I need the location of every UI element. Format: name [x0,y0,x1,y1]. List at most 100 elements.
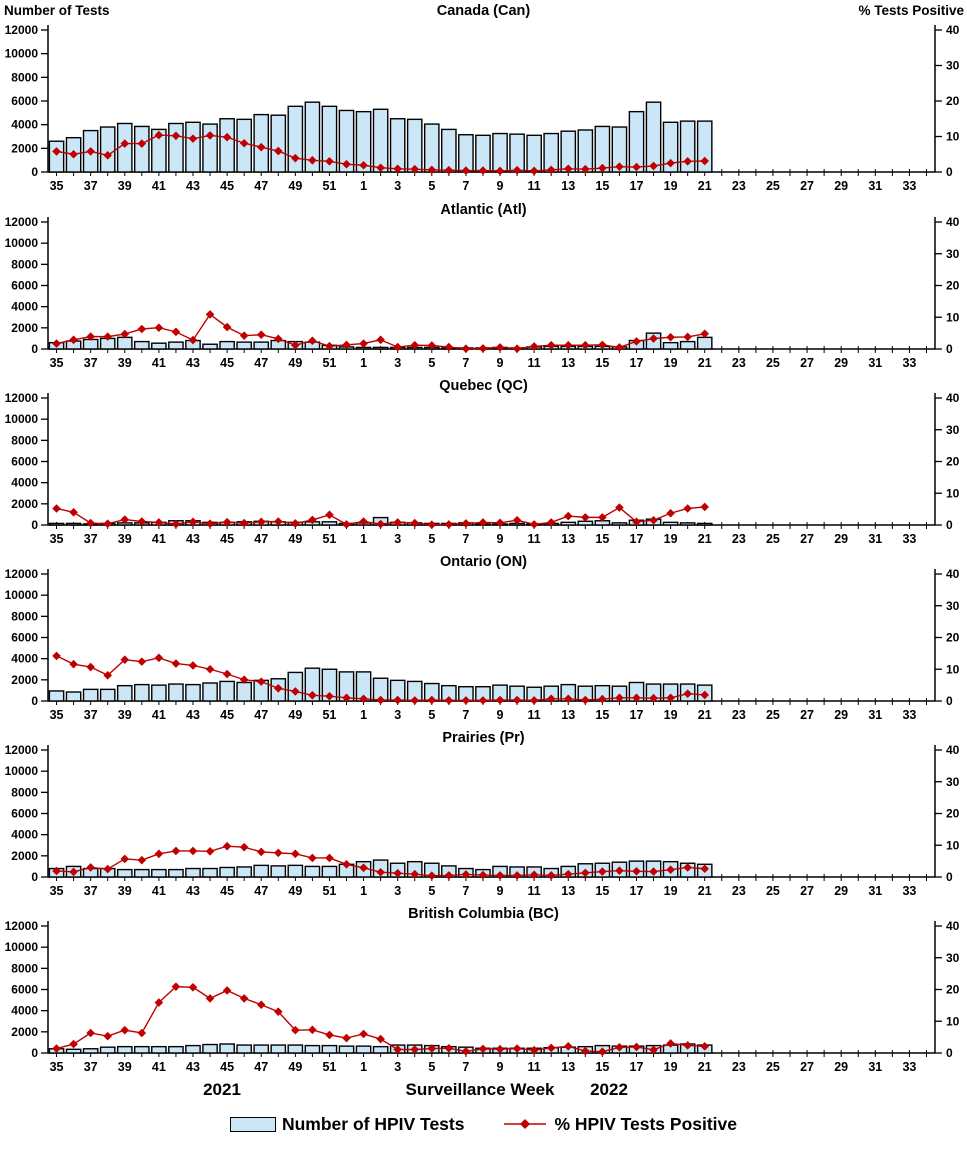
svg-text:40: 40 [946,215,960,229]
svg-text:25: 25 [766,532,780,546]
svg-text:20: 20 [946,631,960,645]
svg-text:0: 0 [946,518,953,532]
svg-text:31: 31 [868,884,882,898]
svg-text:11: 11 [528,532,541,546]
svg-text:49: 49 [288,1060,302,1074]
svg-text:21: 21 [698,356,712,370]
svg-text:23: 23 [732,708,746,722]
svg-text:0: 0 [31,342,38,356]
svg-text:10: 10 [946,662,960,676]
x-axis-title: Surveillance Week [405,1080,555,1099]
svg-text:11: 11 [528,884,541,898]
svg-text:49: 49 [288,884,302,898]
legend: Number of HPIV Tests % HPIV Tests Positi… [0,1106,967,1142]
svg-text:27: 27 [800,884,814,898]
svg-text:5: 5 [428,532,435,546]
svg-text:41: 41 [152,179,166,193]
svg-text:39: 39 [118,179,132,193]
svg-text:1: 1 [360,884,367,898]
svg-text:3: 3 [394,708,401,722]
svg-text:12000: 12000 [5,215,39,229]
svg-text:0: 0 [31,1046,38,1060]
svg-text:9: 9 [497,708,504,722]
svg-text:10000: 10000 [5,940,39,954]
svg-text:5: 5 [428,708,435,722]
svg-text:1: 1 [360,356,367,370]
svg-text:43: 43 [186,1060,200,1074]
svg-text:37: 37 [84,1060,98,1074]
svg-text:49: 49 [288,179,302,193]
svg-text:1: 1 [360,1060,367,1074]
svg-text:3: 3 [394,1060,401,1074]
legend-item-tests: Number of HPIV Tests [229,1114,464,1135]
svg-text:10000: 10000 [5,412,39,426]
svg-text:9: 9 [497,179,504,193]
svg-text:10000: 10000 [5,764,39,778]
svg-text:0: 0 [946,870,953,884]
svg-text:33: 33 [902,179,916,193]
svg-text:17: 17 [630,1060,644,1074]
svg-text:0: 0 [31,694,38,708]
svg-text:45: 45 [220,532,234,546]
svg-text:43: 43 [186,884,200,898]
svg-text:13: 13 [561,179,575,193]
svg-text:15: 15 [595,884,609,898]
svg-text:19: 19 [664,708,678,722]
svg-text:23: 23 [732,179,746,193]
svg-text:41: 41 [152,708,166,722]
svg-text:5: 5 [428,884,435,898]
legend-item-pct: % HPIV Tests Positive [502,1114,737,1135]
svg-text:10000: 10000 [5,47,39,61]
svg-text:21: 21 [698,1060,712,1074]
svg-text:6000: 6000 [11,279,38,293]
svg-text:17: 17 [630,179,644,193]
svg-text:8000: 8000 [11,609,38,623]
svg-text:51: 51 [322,532,336,546]
svg-text:4000: 4000 [11,476,38,490]
svg-text:39: 39 [118,532,132,546]
svg-text:9: 9 [497,884,504,898]
svg-text:25: 25 [766,1060,780,1074]
svg-text:10: 10 [946,310,960,324]
svg-text:31: 31 [868,179,882,193]
svg-text:30: 30 [946,599,960,613]
svg-text:33: 33 [902,708,916,722]
svg-text:25: 25 [766,884,780,898]
svg-text:35: 35 [50,884,64,898]
svg-text:15: 15 [595,1060,609,1074]
svg-text:13: 13 [561,884,575,898]
svg-text:7: 7 [462,708,469,722]
svg-text:45: 45 [220,708,234,722]
svg-text:15: 15 [595,708,609,722]
legend-line-label: % HPIV Tests Positive [554,1113,738,1134]
svg-text:4000: 4000 [11,118,38,132]
svg-text:47: 47 [254,1060,268,1074]
svg-text:8000: 8000 [11,785,38,799]
year-label-2021: 2021 [203,1080,241,1099]
svg-text:47: 47 [254,708,268,722]
svg-text:37: 37 [84,884,98,898]
svg-text:1: 1 [360,708,367,722]
svg-text:20: 20 [946,455,960,469]
svg-text:27: 27 [800,1060,814,1074]
svg-text:30: 30 [946,247,960,261]
svg-text:45: 45 [220,356,234,370]
svg-text:40: 40 [946,919,960,933]
svg-text:10: 10 [946,486,960,500]
svg-text:23: 23 [732,1060,746,1074]
svg-text:7: 7 [462,1060,469,1074]
svg-text:37: 37 [84,356,98,370]
svg-text:3: 3 [394,884,401,898]
panel-ontario: 0 2000 4000 6000 8000 10000 12000 0 10 20 30 40 35 37… [0,548,967,724]
svg-text:8000: 8000 [11,70,38,84]
svg-text:0: 0 [946,342,953,356]
svg-text:30: 30 [946,951,960,965]
svg-text:10000: 10000 [5,236,39,250]
svg-text:43: 43 [186,532,200,546]
left-axis-title: Number of Tests [4,3,110,18]
svg-text:40: 40 [946,391,960,405]
svg-text:19: 19 [664,179,678,193]
svg-text:47: 47 [254,532,268,546]
svg-text:49: 49 [288,532,302,546]
svg-text:11: 11 [528,356,541,370]
